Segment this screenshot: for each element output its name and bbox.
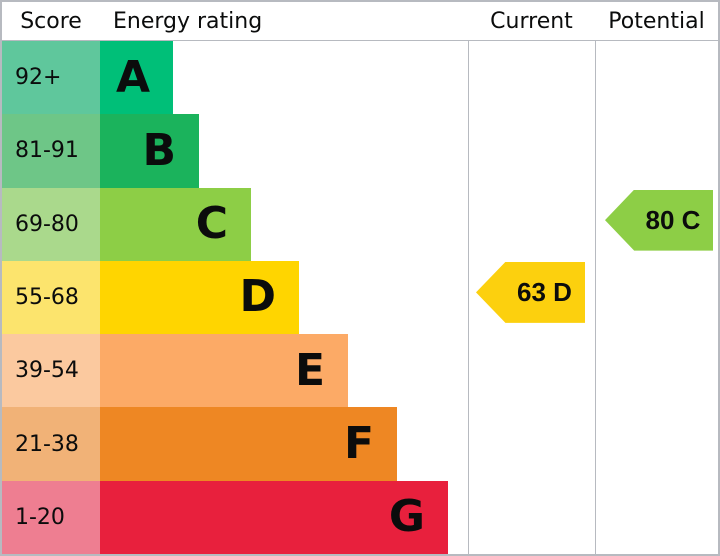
band-letter: G <box>388 491 425 543</box>
current-column-header: Current <box>490 8 573 34</box>
header-row: Score Energy rating Current Potential <box>2 2 718 41</box>
potential-rating-arrow: 80 C <box>605 189 713 251</box>
band-row: 69-80 C <box>2 187 718 261</box>
score-range-cell: 1-20 <box>2 480 100 554</box>
energy-rating-bar: B <box>100 114 199 188</box>
band-letter: D <box>239 271 276 323</box>
rating-current-divider <box>468 2 469 554</box>
band-letter: B <box>142 124 176 176</box>
energy-rating-column-header: Energy rating <box>113 8 263 34</box>
score-range-cell: 81-91 <box>2 114 100 188</box>
score-range-cell: 69-80 <box>2 187 100 261</box>
band-row: 1-20 G <box>2 480 718 554</box>
current-rating-label: 63 D <box>517 276 572 307</box>
band-letter: A <box>115 51 150 103</box>
potential-column-header: Potential <box>608 8 705 34</box>
band-row: 81-91 B <box>2 114 718 188</box>
band-row: 92+ A <box>2 41 718 115</box>
energy-rating-bar: E <box>100 334 348 408</box>
band-row: 55-68 D <box>2 260 718 335</box>
band-letter: E <box>294 344 325 396</box>
potential-rating-label: 80 C <box>645 204 701 235</box>
band-rows: 92+ A 81-91 B 69-80 C 55-68 D 39-54 E 21… <box>2 41 718 554</box>
score-range-cell: 39-54 <box>2 334 100 408</box>
energy-rating-bar: F <box>100 407 397 481</box>
band-letter: F <box>343 418 374 470</box>
band-row: 21-38 F <box>2 407 718 481</box>
energy-rating-bar: C <box>100 187 251 261</box>
energy-rating-bar: G <box>100 480 448 554</box>
score-range-cell: 55-68 <box>2 260 100 335</box>
score-range-cell: 21-38 <box>2 407 100 481</box>
score-column-header: Score <box>20 8 82 34</box>
energy-rating-bar: D <box>100 260 299 335</box>
band-row: 39-54 E <box>2 334 718 408</box>
energy-rating-bar: A <box>100 41 173 115</box>
band-letter: C <box>195 198 228 250</box>
current-potential-divider <box>595 2 596 554</box>
score-range-cell: 92+ <box>2 41 100 115</box>
